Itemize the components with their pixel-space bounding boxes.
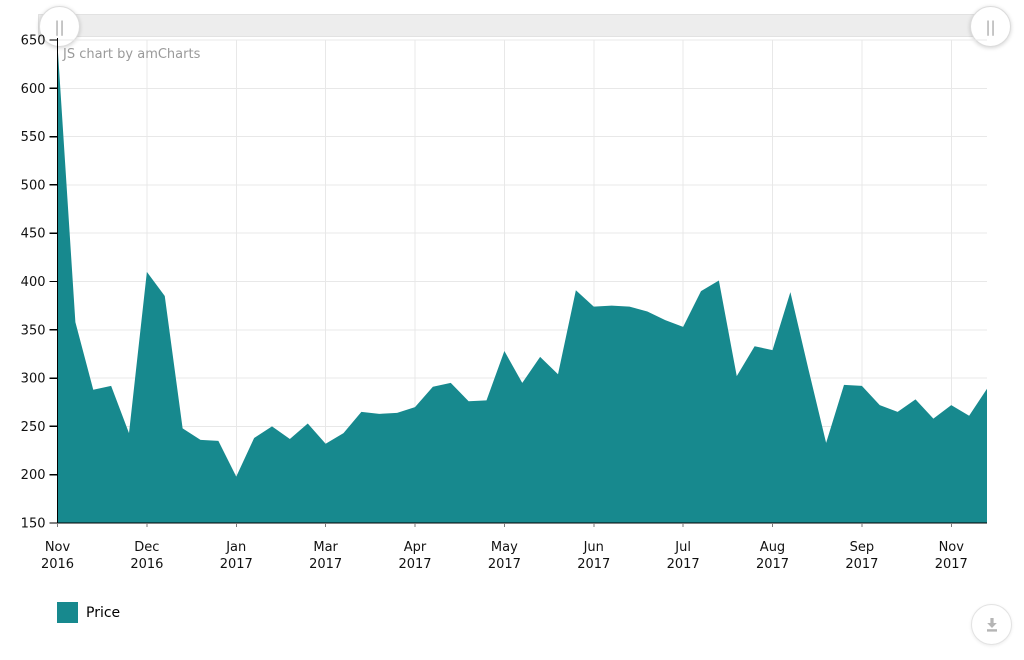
drag-grip-icon: || <box>985 17 996 36</box>
amcharts-watermark-link[interactable]: JS chart by amCharts <box>63 47 201 62</box>
export-button[interactable] <box>971 604 1012 645</box>
legend-label-price: Price <box>86 604 121 621</box>
svg-text:600: 600 <box>21 82 46 97</box>
svg-text:450: 450 <box>21 227 46 242</box>
svg-text:300: 300 <box>21 372 46 387</box>
legend-swatch-price[interactable] <box>57 602 78 623</box>
svg-text:150: 150 <box>21 517 46 532</box>
svg-text:550: 550 <box>21 130 46 145</box>
svg-text:650: 650 <box>21 34 46 49</box>
svg-text:500: 500 <box>21 178 46 193</box>
svg-text:350: 350 <box>21 323 46 338</box>
price-area-chart[interactable]: 650 600 550 500 450 400 350 300 250 200 150 Nov 2016… <box>0 0 1024 590</box>
svg-text:400: 400 <box>21 275 46 290</box>
legend: Price <box>57 602 120 623</box>
svg-text:200: 200 <box>21 468 46 483</box>
drag-grip-icon: || <box>54 17 65 36</box>
svg-text:250: 250 <box>21 420 46 435</box>
download-icon <box>986 617 997 632</box>
